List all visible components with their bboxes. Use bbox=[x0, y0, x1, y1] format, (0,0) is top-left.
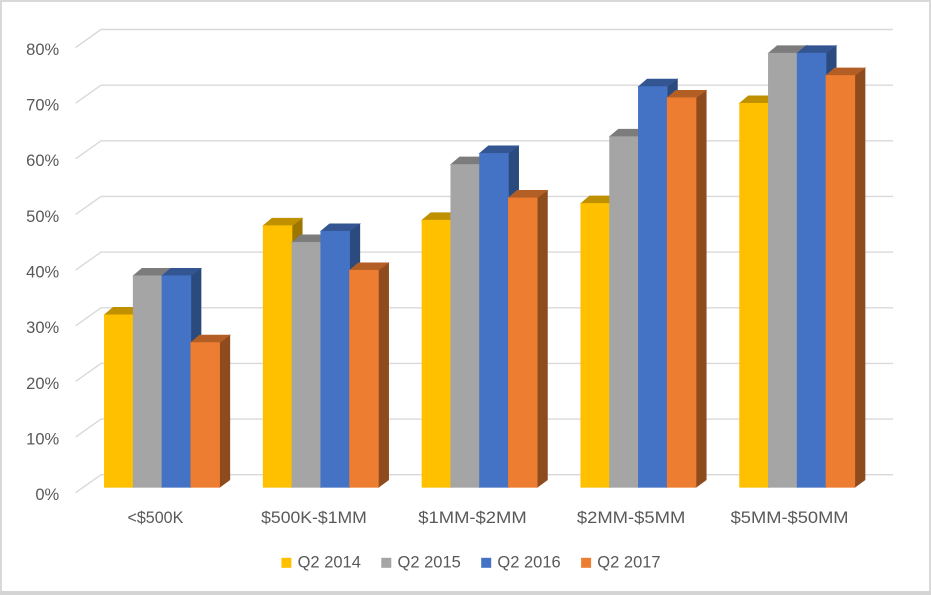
svg-text:Q2 2015: Q2 2015 bbox=[398, 554, 461, 572]
svg-text:10%: 10% bbox=[26, 431, 59, 449]
svg-text:80%: 80% bbox=[26, 41, 59, 59]
svg-text:$1MM-$2MM: $1MM-$2MM bbox=[418, 509, 527, 527]
svg-text:60%: 60% bbox=[26, 152, 59, 170]
svg-text:Q2 2017: Q2 2017 bbox=[597, 554, 660, 572]
svg-text:Q2 2016: Q2 2016 bbox=[497, 554, 560, 572]
svg-text:Q2 2014: Q2 2014 bbox=[298, 554, 361, 572]
svg-text:20%: 20% bbox=[26, 375, 59, 393]
svg-text:$500K-$1MM: $500K-$1MM bbox=[261, 509, 367, 527]
svg-text:<$500K: <$500K bbox=[128, 509, 184, 527]
svg-text:0%: 0% bbox=[35, 486, 59, 504]
svg-text:$5MM-$50MM: $5MM-$50MM bbox=[731, 509, 849, 527]
svg-text:70%: 70% bbox=[26, 97, 59, 115]
svg-text:30%: 30% bbox=[26, 319, 59, 337]
svg-text:50%: 50% bbox=[26, 208, 59, 226]
svg-text:40%: 40% bbox=[26, 264, 59, 282]
svg-text:$2MM-$5MM: $2MM-$5MM bbox=[577, 509, 686, 527]
